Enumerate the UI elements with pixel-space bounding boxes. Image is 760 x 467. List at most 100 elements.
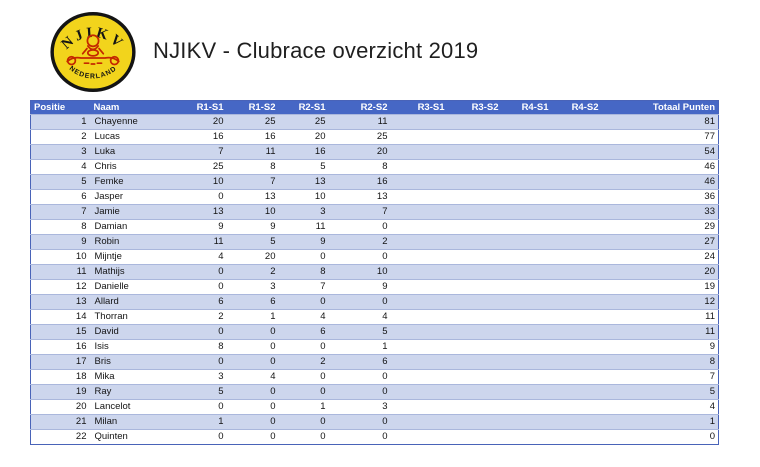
score-cell-r4-s2 [551,324,602,340]
score-cell-r1-s1: 0 [178,324,227,340]
totaal-cell: 11 [601,309,719,325]
score-cell-r2-s2: 0 [328,294,391,310]
totaal-cell: 9 [601,339,719,355]
score-cell-r4-s2 [551,309,602,325]
naam-cell: Quinten [90,429,179,445]
score-cell-r2-s1: 0 [278,384,329,400]
score-cell-r1-s2: 0 [226,399,279,415]
score-cell-r4-s2 [551,114,602,130]
score-cell-r3-s2 [447,429,502,445]
score-cell-r1-s2: 1 [226,309,279,325]
score-cell-r2-s1: 2 [278,354,329,370]
naam-cell: Damian [90,219,179,235]
totaal-cell: 27 [601,234,719,250]
score-cell-r4-s1 [501,114,552,130]
naam-cell: Femke [90,174,179,190]
column-header-r3-s1: R3-S1 [390,100,448,115]
score-cell-r2-s1: 7 [278,279,329,295]
table-row: 19 Ray 5 0 0 0 5 [30,384,719,400]
table-row: 3 Luka 7 11 16 20 54 [30,144,719,160]
score-cell-r4-s1 [501,204,552,220]
score-cell-r4-s1 [501,369,552,385]
score-cell-r2-s1: 0 [278,249,329,265]
score-cell-r2-s2: 2 [328,234,391,250]
score-cell-r3-s1 [390,249,448,265]
score-cell-r4-s1 [501,294,552,310]
score-cell-r3-s1 [390,204,448,220]
score-cell-r1-s1: 20 [178,114,227,130]
totaal-cell: 20 [601,264,719,280]
score-cell-r4-s1 [501,159,552,175]
naam-cell: David [90,324,179,340]
score-cell-r4-s2 [551,264,602,280]
table-row: 13 Allard 6 6 0 0 12 [30,294,719,310]
score-cell-r3-s2 [447,324,502,340]
score-cell-r3-s1 [390,144,448,160]
score-cell-r4-s2 [551,369,602,385]
score-cell-r3-s1 [390,414,448,430]
score-cell-r3-s2 [447,219,502,235]
score-cell-r1-s1: 11 [178,234,227,250]
table-row: 18 Mika 3 4 0 0 7 [30,369,719,385]
positie-cell: 15 [30,324,91,340]
score-cell-r2-s1: 25 [278,114,329,130]
score-cell-r3-s1 [390,324,448,340]
positie-cell: 14 [30,309,91,325]
score-cell-r1-s1: 0 [178,264,227,280]
score-cell-r4-s2 [551,339,602,355]
score-cell-r2-s2: 0 [328,249,391,265]
positie-cell: 21 [30,414,91,430]
score-cell-r3-s2 [447,204,502,220]
score-cell-r2-s1: 1 [278,399,329,415]
score-cell-r4-s1 [501,144,552,160]
score-cell-r1-s1: 0 [178,354,227,370]
column-header-r2-s1: R2-S1 [278,100,329,115]
score-cell-r1-s1: 10 [178,174,227,190]
score-cell-r2-s2: 7 [328,204,391,220]
score-cell-r1-s1: 4 [178,249,227,265]
totaal-cell: 1 [601,414,719,430]
totaal-cell: 4 [601,399,719,415]
score-cell-r4-s2 [551,429,602,445]
score-cell-r2-s2: 11 [328,114,391,130]
score-cell-r3-s2 [447,189,502,205]
score-cell-r2-s2: 25 [328,129,391,145]
naam-cell: Mika [90,369,179,385]
naam-cell: Luka [90,144,179,160]
score-cell-r1-s2: 0 [226,339,279,355]
naam-cell: Jamie [90,204,179,220]
totaal-cell: 46 [601,174,719,190]
naam-cell: Lucas [90,129,179,145]
positie-cell: 7 [30,204,91,220]
score-cell-r1-s2: 7 [226,174,279,190]
score-cell-r2-s1: 20 [278,129,329,145]
score-cell-r4-s1 [501,234,552,250]
table-row: 10 Mijntje 4 20 0 0 24 [30,249,719,265]
score-cell-r3-s1 [390,159,448,175]
score-cell-r4-s2 [551,189,602,205]
positie-cell: 11 [30,264,91,280]
score-cell-r4-s2 [551,279,602,295]
score-cell-r1-s1: 13 [178,204,227,220]
score-cell-r4-s2 [551,174,602,190]
score-cell-r2-s1: 6 [278,324,329,340]
score-cell-r1-s2: 4 [226,369,279,385]
score-cell-r3-s2 [447,414,502,430]
score-cell-r1-s2: 16 [226,129,279,145]
score-cell-r4-s2 [551,204,602,220]
score-cell-r3-s2 [447,384,502,400]
score-cell-r3-s2 [447,279,502,295]
score-cell-r2-s2: 0 [328,219,391,235]
score-cell-r2-s2: 0 [328,384,391,400]
club-logo-icon: NJIKV NEDERLAND [50,12,136,92]
score-cell-r2-s2: 0 [328,369,391,385]
score-cell-r1-s2: 10 [226,204,279,220]
score-cell-r3-s2 [447,144,502,160]
score-cell-r3-s1 [390,219,448,235]
table-row: 21 Milan 1 0 0 0 1 [30,414,719,430]
positie-cell: 18 [30,369,91,385]
score-cell-r1-s2: 6 [226,294,279,310]
score-cell-r1-s2: 2 [226,264,279,280]
column-header-positie: Positie [30,100,91,115]
score-cell-r4-s2 [551,129,602,145]
